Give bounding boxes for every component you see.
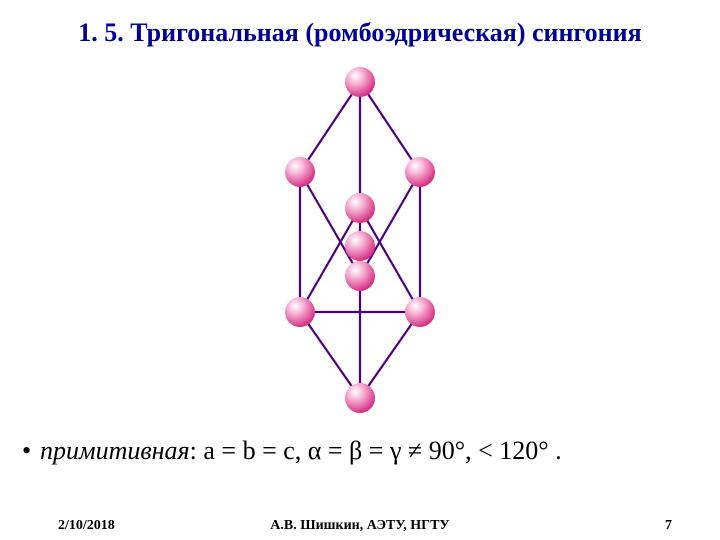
- slide-title: 1. 5. Тригональная (ромбоэдрическая) син…: [0, 18, 720, 48]
- diagram-svg: [240, 54, 480, 414]
- diagram-node: [345, 67, 375, 97]
- diagram-node: [345, 383, 375, 413]
- diagram-node: [405, 157, 435, 187]
- rhombohedral-diagram: [240, 54, 480, 414]
- diagram-node: [345, 193, 375, 223]
- bullet-rest: : a = b = c, α = β = γ ≠ 90°, < 120° .: [190, 436, 562, 465]
- diagram-node: [345, 261, 375, 291]
- diagram-node: [285, 297, 315, 327]
- slide-title-text: 1. 5. Тригональная (ромбоэдрическая) син…: [78, 18, 641, 47]
- footer-author: А.В. Шишкин, АЭТУ, НГТУ: [0, 518, 720, 534]
- bullet-line: •примитивная: a = b = c, α = β = γ ≠ 90°…: [22, 436, 562, 466]
- bullet-prefix: примитивная: [40, 436, 190, 465]
- diagram-node: [345, 231, 375, 261]
- bullet-marker: •: [22, 436, 40, 466]
- diagram-node: [285, 157, 315, 187]
- footer-page: 7: [665, 518, 672, 534]
- diagram-node: [405, 297, 435, 327]
